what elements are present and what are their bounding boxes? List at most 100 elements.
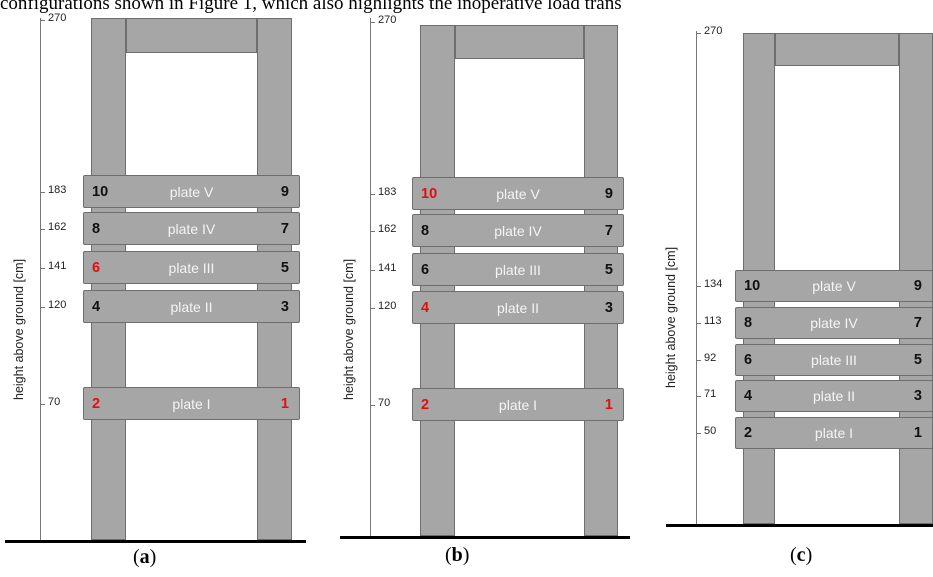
anchor-number-left: 6	[744, 352, 753, 368]
ground-line	[666, 524, 933, 527]
top-beam	[455, 25, 584, 59]
label-paren: (	[790, 544, 797, 566]
top-beam	[775, 33, 899, 66]
plate-name: plate V	[496, 185, 540, 202]
anchor-number-left: 2	[744, 425, 753, 441]
tick-label-height: 183	[378, 185, 397, 198]
plate-ii: plate II 4 3	[412, 291, 624, 324]
tick-label-height: 92	[704, 352, 717, 364]
tick-mark	[40, 228, 45, 230]
tick-mark	[40, 191, 45, 193]
anchor-number-right: 9	[913, 278, 922, 294]
tick-mark	[370, 404, 375, 406]
tick-label-height: 141	[48, 259, 67, 272]
plate-v: plate V 10 9	[735, 270, 933, 302]
tick-label-height: 120	[48, 298, 67, 311]
plate-name: plate V	[812, 278, 856, 294]
tick-mark	[696, 286, 701, 287]
plate-name: plate IV	[167, 220, 216, 237]
tick-mark	[370, 307, 375, 309]
tick-mark	[696, 323, 701, 324]
tick-mark	[370, 22, 375, 23]
subfigure-label: (c)	[790, 544, 812, 567]
plate-ii: plate II 4 3	[735, 380, 933, 412]
tick-mark	[370, 269, 375, 271]
plate-name: plate III	[168, 259, 215, 276]
anchor-number-left: 8	[421, 222, 430, 239]
plate-name: plate IV	[494, 222, 542, 239]
height-axis-line	[696, 31, 697, 524]
anchor-number-left: 8	[92, 220, 101, 237]
anchor-number-right: 7	[913, 315, 922, 331]
plate-name: plate IV	[810, 315, 858, 331]
tick-mark	[370, 193, 375, 195]
anchor-number-left: 6	[421, 261, 430, 278]
tick-mark	[40, 20, 45, 21]
tick-label-height: 113	[704, 315, 722, 327]
anchor-number-left: 10	[421, 185, 438, 202]
subfigure-label: (a)	[133, 546, 156, 569]
ground-line	[5, 540, 306, 543]
tick-mark	[40, 306, 45, 308]
plate-name: plate II	[496, 299, 540, 316]
plate-ii: plate II 4 3	[83, 290, 300, 323]
anchor-number-right: 1	[913, 425, 922, 441]
plate-iii: plate III 6 5	[735, 344, 933, 376]
tick-label-height: 70	[378, 396, 391, 409]
tick-label-height: 120	[378, 299, 397, 312]
label-paren: )	[149, 546, 157, 568]
tick-label-height: 50	[704, 425, 717, 437]
anchor-number-left: 4	[92, 298, 101, 315]
tick-mark	[40, 403, 45, 405]
label-letter: c	[796, 544, 806, 566]
tick-label-height: 162	[48, 220, 67, 233]
plate-v: plate V 10 9	[83, 175, 300, 208]
label-letter: b	[451, 544, 463, 566]
anchor-number-left: 8	[744, 315, 753, 331]
tick-label-top: 270	[704, 25, 723, 37]
anchor-number-left: 2	[421, 396, 430, 413]
anchor-number-right: 5	[913, 352, 922, 368]
anchor-number-right: 3	[913, 388, 922, 404]
label-paren: )	[462, 544, 470, 566]
subfigure-label: (b)	[445, 544, 469, 567]
ground-line	[340, 536, 630, 539]
plate-name: plate III	[495, 261, 541, 278]
anchor-number-left: 4	[421, 299, 430, 316]
plate-name: plate II	[812, 388, 856, 404]
label-paren: )	[805, 544, 813, 566]
anchor-number-right: 9	[604, 185, 613, 202]
height-axis-line	[370, 18, 371, 536]
tick-label-height: 183	[48, 183, 67, 196]
tick-mark	[696, 360, 701, 361]
plate-iv: plate IV 8 7	[735, 307, 933, 339]
tick-mark	[696, 396, 701, 397]
height-axis-title: height above ground [cm]	[664, 246, 678, 388]
anchor-number-left: 6	[92, 259, 101, 276]
anchor-number-right: 9	[280, 183, 289, 200]
anchor-number-right: 5	[604, 261, 613, 278]
plate-i: plate I 2 1	[83, 387, 300, 420]
anchor-number-right: 5	[280, 259, 289, 276]
tick-mark	[696, 33, 701, 34]
tick-label-height: 71	[704, 388, 717, 400]
plate-iii: plate III 6 5	[83, 251, 300, 284]
plate-i: plate I 2 1	[412, 388, 624, 421]
tick-label-height: 70	[48, 395, 61, 408]
anchor-number-right: 1	[280, 395, 289, 412]
plate-iii: plate III 6 5	[412, 253, 624, 286]
plate-i: plate I 2 1	[735, 417, 933, 449]
tick-label-top: 270	[48, 12, 67, 24]
plate-v: plate V 10 9	[412, 177, 624, 210]
plate-name: plate I	[498, 396, 538, 413]
plate-name: plate I	[814, 425, 854, 441]
tick-mark	[696, 433, 701, 434]
anchor-number-left: 10	[92, 183, 109, 200]
anchor-number-right: 1	[604, 396, 613, 413]
anchor-number-left: 10	[744, 278, 761, 294]
top-beam	[126, 18, 257, 53]
plate-iv: plate IV 8 7	[412, 214, 624, 247]
